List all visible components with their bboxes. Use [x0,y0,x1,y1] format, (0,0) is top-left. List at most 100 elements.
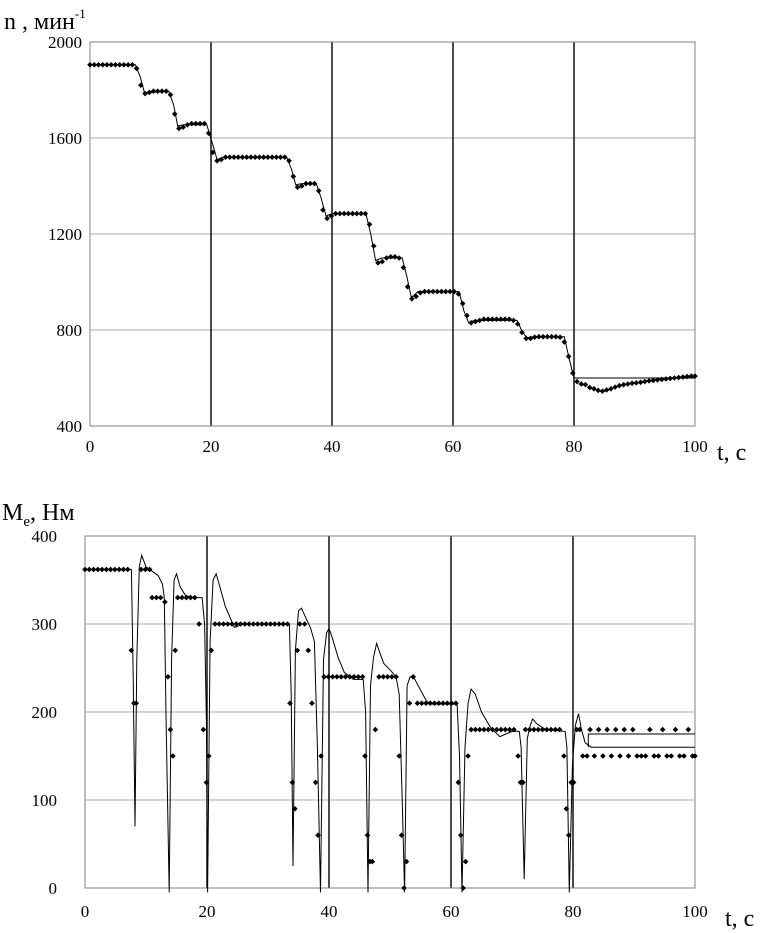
torque-point-55 [292,806,298,812]
torque-chart: Me, Нм t, c 400 300 200 100 0 0 20 40 60… [2,500,754,932]
torque-point-93 [427,700,434,706]
torque-point-111 [493,726,500,733]
torque-point-100 [455,779,462,786]
speed-point-28 [205,130,212,136]
speed-point-96 [493,316,500,322]
torque-point-68 [338,674,344,680]
torque-point-31 [200,726,207,733]
torque-point-19 [157,594,164,601]
torque-point-74 [362,753,368,759]
torque-point-36 [216,621,222,627]
speed-point-12 [138,82,144,88]
torque-point-119 [522,726,529,733]
torque-point-64 [321,674,327,680]
torque-point-115 [511,726,517,733]
speed-point-82 [434,288,441,295]
torque-y-tick-300: 300 [32,615,58,634]
speed-point-14 [146,89,153,96]
speed-point-125 [616,382,623,389]
torque-point-118 [520,779,526,786]
speed-point-67 [370,243,377,249]
torque-point-162 [692,753,698,759]
speed-point-25 [193,120,199,127]
torque-model-line [85,553,695,893]
speed-point-39 [252,154,258,160]
speed-point-9 [125,62,131,68]
speed-y-tick-400: 400 [57,417,83,436]
torque-point-42 [242,621,248,627]
speed-point-100 [510,317,517,324]
speed-point-69 [379,258,386,265]
torque-point-4 [99,566,105,573]
speed-y-tick-1200: 1200 [48,225,82,244]
torque-point-66 [329,674,336,680]
torque-point-27 [183,594,190,601]
torque-point-50 [276,621,282,627]
speed-point-79 [421,288,428,295]
speed-point-139 [675,374,682,381]
torque-point-82 [389,674,395,680]
torque-point-58 [301,621,308,627]
torque-point-65 [325,674,332,680]
torque-point-41 [237,621,244,627]
speed-point-127 [625,381,631,387]
torque-y-tick-400: 400 [32,527,58,546]
speed-point-61 [345,210,352,217]
speed-point-132 [646,378,652,384]
torque-point-127 [556,726,563,733]
torque-point-26 [179,594,185,601]
torque-point-133 [573,726,580,733]
speed-point-86 [451,288,458,295]
speed-y-tick-800: 800 [57,321,83,340]
speed-point-75 [404,284,411,290]
speed-point-121 [599,388,606,394]
speed-point-4 [104,62,110,68]
speed-point-129 [633,380,640,386]
speed-point-93 [481,316,487,322]
speed-point-118 [586,384,593,391]
speed-point-41 [260,154,267,160]
torque-point-78 [372,726,379,733]
speed-point-90 [468,320,474,326]
torque-point-59 [305,647,312,654]
torque-point-160 [685,726,692,733]
speed-point-43 [269,154,275,160]
speed-x-tick-40: 40 [324,437,341,456]
torque-plot-frame [84,535,696,889]
torque-x-tick-0: 0 [81,902,90,921]
torque-point-151 [647,726,653,733]
torque-point-90 [414,700,421,706]
torque-y-tick-labels: 400 300 200 100 0 [32,527,58,898]
speed-point-109 [548,333,555,340]
speed-point-89 [464,312,470,319]
torque-point-156 [668,753,675,759]
speed-point-1 [91,62,98,68]
torque-point-45 [254,621,261,627]
torque-y-gridlines [85,623,695,801]
torque-point-7 [112,566,118,573]
torque-point-130 [565,832,572,838]
speed-point-142 [688,373,695,379]
speed-point-110 [553,333,559,340]
speed-point-88 [459,300,466,307]
torque-point-106 [472,726,479,733]
torque-point-109 [485,726,492,733]
speed-point-102 [519,329,525,336]
torque-point-103 [462,858,469,865]
speed-point-29 [210,149,216,156]
torque-point-21 [165,674,171,680]
torque-point-11 [128,647,135,654]
torque-point-81 [384,674,391,680]
torque-point-92 [423,700,429,706]
torque-point-104 [465,753,471,759]
torque-point-101 [457,832,464,838]
torque-point-44 [250,621,257,627]
speed-point-119 [591,386,597,392]
torque-point-49 [271,621,278,627]
torque-point-141 [604,726,610,733]
torque-point-124 [543,726,550,733]
torque-point-155 [664,753,670,759]
torque-point-146 [625,753,632,759]
torque-point-144 [617,753,623,759]
speed-vertical-markers [210,42,575,426]
